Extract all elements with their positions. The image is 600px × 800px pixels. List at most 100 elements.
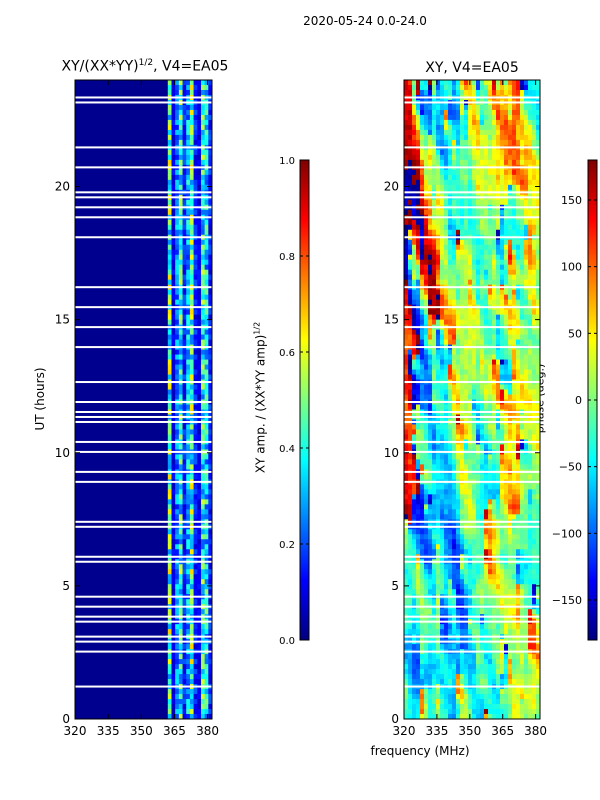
heatmap-cell — [504, 464, 509, 470]
heatmap-cell — [516, 484, 521, 490]
heatmap-cell — [444, 259, 449, 266]
heatmap-cell — [204, 119, 209, 126]
heatmap-cell — [178, 484, 184, 490]
heatmap-cell — [200, 664, 206, 670]
heatmap-cell — [512, 549, 517, 555]
heatmap-cell — [412, 199, 417, 206]
heatmap-cell — [468, 139, 473, 146]
heatmap-cell — [197, 709, 202, 715]
heatmap-cell — [472, 174, 477, 181]
heatmap-cell — [504, 249, 509, 256]
heatmap-cell — [468, 269, 473, 276]
heatmap-cell — [436, 254, 441, 261]
heatmap-cell — [167, 454, 172, 460]
heatmap-cell — [508, 104, 513, 111]
heatmap-cell — [424, 444, 429, 450]
heatmap-cell — [189, 644, 195, 650]
heatmap-cell — [532, 504, 537, 510]
heatmap-cell — [178, 369, 184, 376]
heatmap-cell — [182, 514, 187, 520]
heatmap-cell — [460, 119, 465, 126]
heatmap-cell — [408, 264, 413, 271]
heatmap-cell — [182, 299, 187, 306]
heatmap-cell — [193, 464, 198, 470]
heatmap-cell — [520, 239, 525, 246]
heatmap-cell — [432, 489, 437, 495]
heatmap-cell — [186, 394, 191, 400]
heatmap-cell — [516, 384, 521, 391]
heatmap-cell — [178, 354, 184, 361]
heatmap-cell — [197, 504, 202, 510]
heatmap-cell — [178, 224, 184, 231]
heatmap-cell — [171, 704, 176, 710]
heatmap-cell — [528, 269, 533, 276]
heatmap-cell — [420, 244, 425, 251]
heatmap-cell — [500, 184, 505, 191]
heatmap-cell — [488, 319, 493, 326]
heatmap-cell — [452, 374, 457, 381]
heatmap-cell — [182, 389, 187, 396]
heatmap-cell — [448, 264, 453, 271]
heatmap-cell — [186, 109, 191, 116]
heatmap-cell — [520, 209, 525, 216]
heatmap-cell — [448, 319, 453, 326]
heatmap-cell — [460, 114, 465, 121]
heatmap-cell — [193, 264, 198, 271]
heatmap-cell — [444, 489, 449, 495]
heatmap-cell — [171, 484, 176, 490]
heatmap-cell — [500, 199, 505, 206]
heatmap-cell — [524, 104, 529, 111]
heatmap-cell — [528, 279, 533, 286]
heatmap-cell — [480, 299, 485, 306]
heatmap-cell — [186, 289, 191, 296]
heatmap-cell — [516, 464, 521, 470]
heatmap-cell — [484, 504, 489, 510]
heatmap-cell — [167, 119, 172, 126]
heatmap-cell — [197, 689, 202, 695]
heatmap-cell — [496, 499, 501, 505]
heatmap-cell — [516, 254, 521, 261]
heatmap-cell — [512, 394, 517, 400]
heatmap-cell — [175, 529, 180, 535]
heatmap-cell — [444, 264, 449, 271]
heatmap-cell — [508, 394, 513, 400]
heatmap-cell — [468, 349, 473, 356]
heatmap-cell — [193, 319, 198, 326]
heatmap-cell — [492, 389, 497, 396]
heatmap-cell — [200, 539, 206, 545]
heatmap-cell — [476, 544, 481, 550]
heatmap-cell — [428, 109, 433, 116]
heatmap-cell — [208, 89, 212, 96]
heatmap-cell — [496, 329, 501, 336]
heatmap-cell — [468, 544, 473, 550]
heatmap-cell — [440, 429, 445, 435]
heatmap-cell — [167, 514, 172, 520]
heatmap-cell — [492, 374, 497, 381]
heatmap-cell — [524, 124, 529, 131]
heatmap-cell — [464, 569, 469, 575]
heatmap-cell — [408, 404, 413, 410]
heatmap-cell — [444, 269, 449, 276]
heatmap-cell — [476, 169, 481, 176]
heatmap-cell — [484, 394, 489, 400]
heatmap-cell — [412, 319, 417, 326]
heatmap-cell — [204, 689, 209, 695]
heatmap-cell — [189, 134, 195, 141]
heatmap-cell — [516, 309, 521, 316]
heatmap-cell — [171, 599, 176, 605]
heatmap-cell — [532, 174, 537, 181]
heatmap-cell — [512, 84, 517, 91]
heatmap-cell — [200, 484, 206, 490]
heatmap-cell — [412, 244, 417, 251]
heatmap-cell — [182, 444, 187, 450]
heatmap-cell — [512, 454, 517, 460]
heatmap-cell — [428, 334, 433, 341]
heatmap-cell — [536, 89, 540, 96]
heatmap-cell — [460, 474, 465, 480]
flagged-row — [75, 146, 212, 149]
heatmap-cell — [472, 184, 477, 191]
heatmap-cell — [488, 474, 493, 480]
heatmap-cell — [524, 539, 529, 545]
heatmap-cell — [460, 384, 465, 391]
heatmap-cell — [416, 319, 421, 326]
